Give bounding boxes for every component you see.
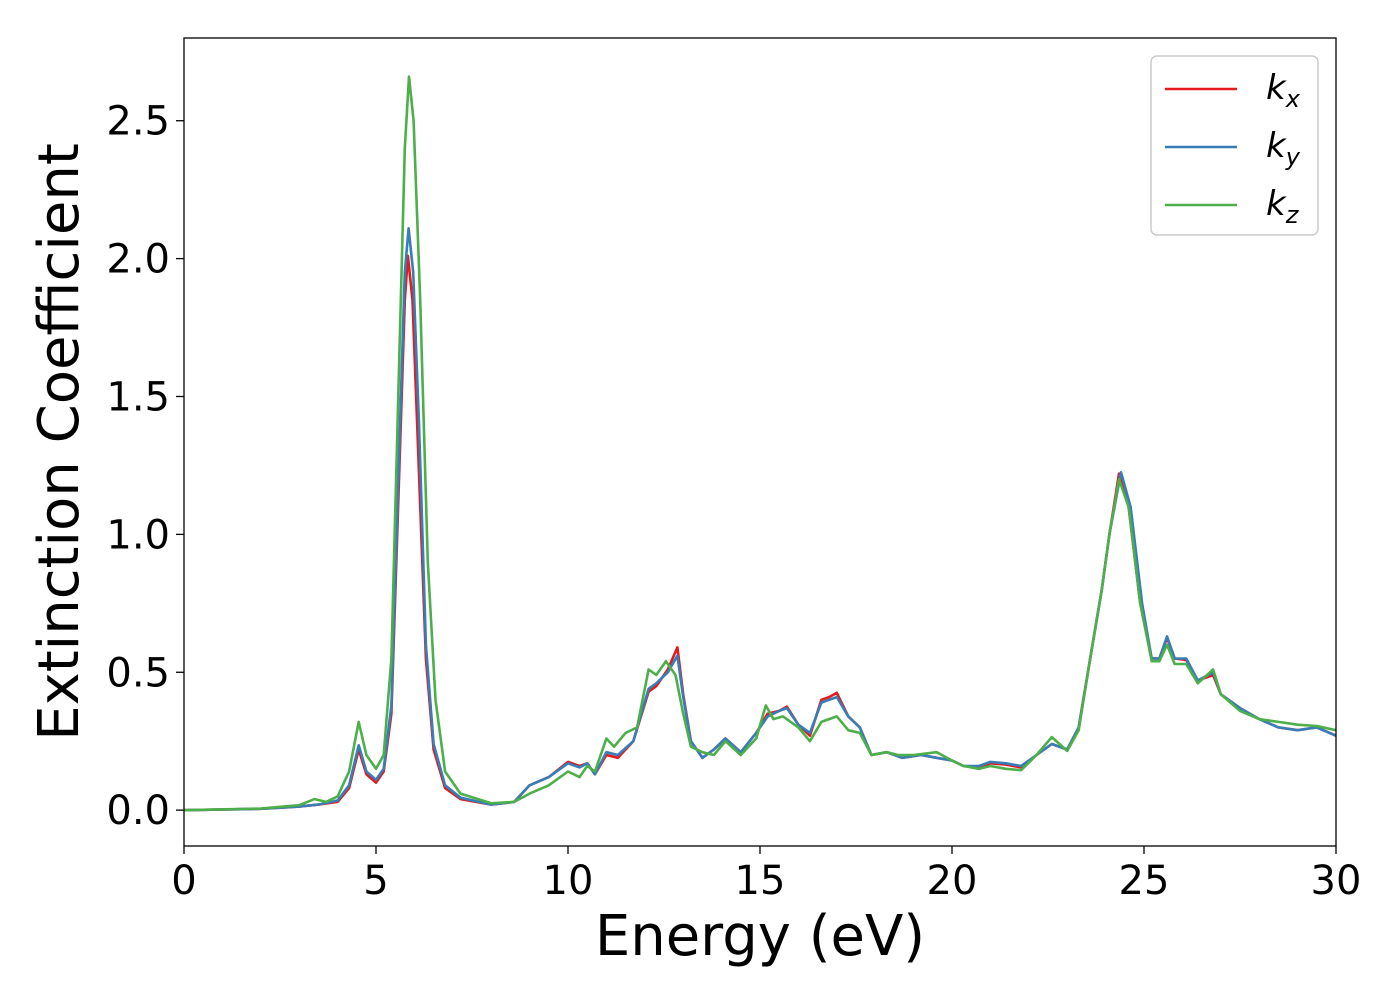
x-axis: 0 5 10 15 20 25 30 [171,846,1361,904]
legend-box [1150,55,1319,236]
legend: kx ky kz [1150,55,1319,236]
y-tick-label: 0.0 [106,788,170,834]
y-tick-label: 2.0 [106,237,170,283]
y-tick-label: 0.5 [106,650,170,696]
x-tick-label: 10 [543,858,594,904]
y-tick-label: 1.5 [106,374,170,420]
series-line-z [184,75,1336,812]
legend-label-x: kx [1266,68,1301,113]
x-tick-label: 30 [1311,858,1362,904]
series-lines [184,75,1336,812]
x-tick-label: 5 [363,858,388,904]
x-axis-title: Energy (eV) [595,904,925,969]
legend-label-z: kz [1266,184,1300,229]
x-tick-label: 20 [927,858,978,904]
legend-label-y: ky [1266,126,1301,171]
y-axis: 0.0 0.5 1.0 1.5 2.0 2.5 [106,99,184,834]
y-tick-label: 1.0 [106,512,170,558]
x-tick-label: 25 [1119,858,1170,904]
series-line-y [184,227,1336,812]
x-tick-label: 15 [735,858,786,904]
x-tick-label: 0 [171,858,196,904]
y-tick-label: 2.5 [106,99,170,145]
y-axis-title: Extinction Coefficient [27,143,92,741]
